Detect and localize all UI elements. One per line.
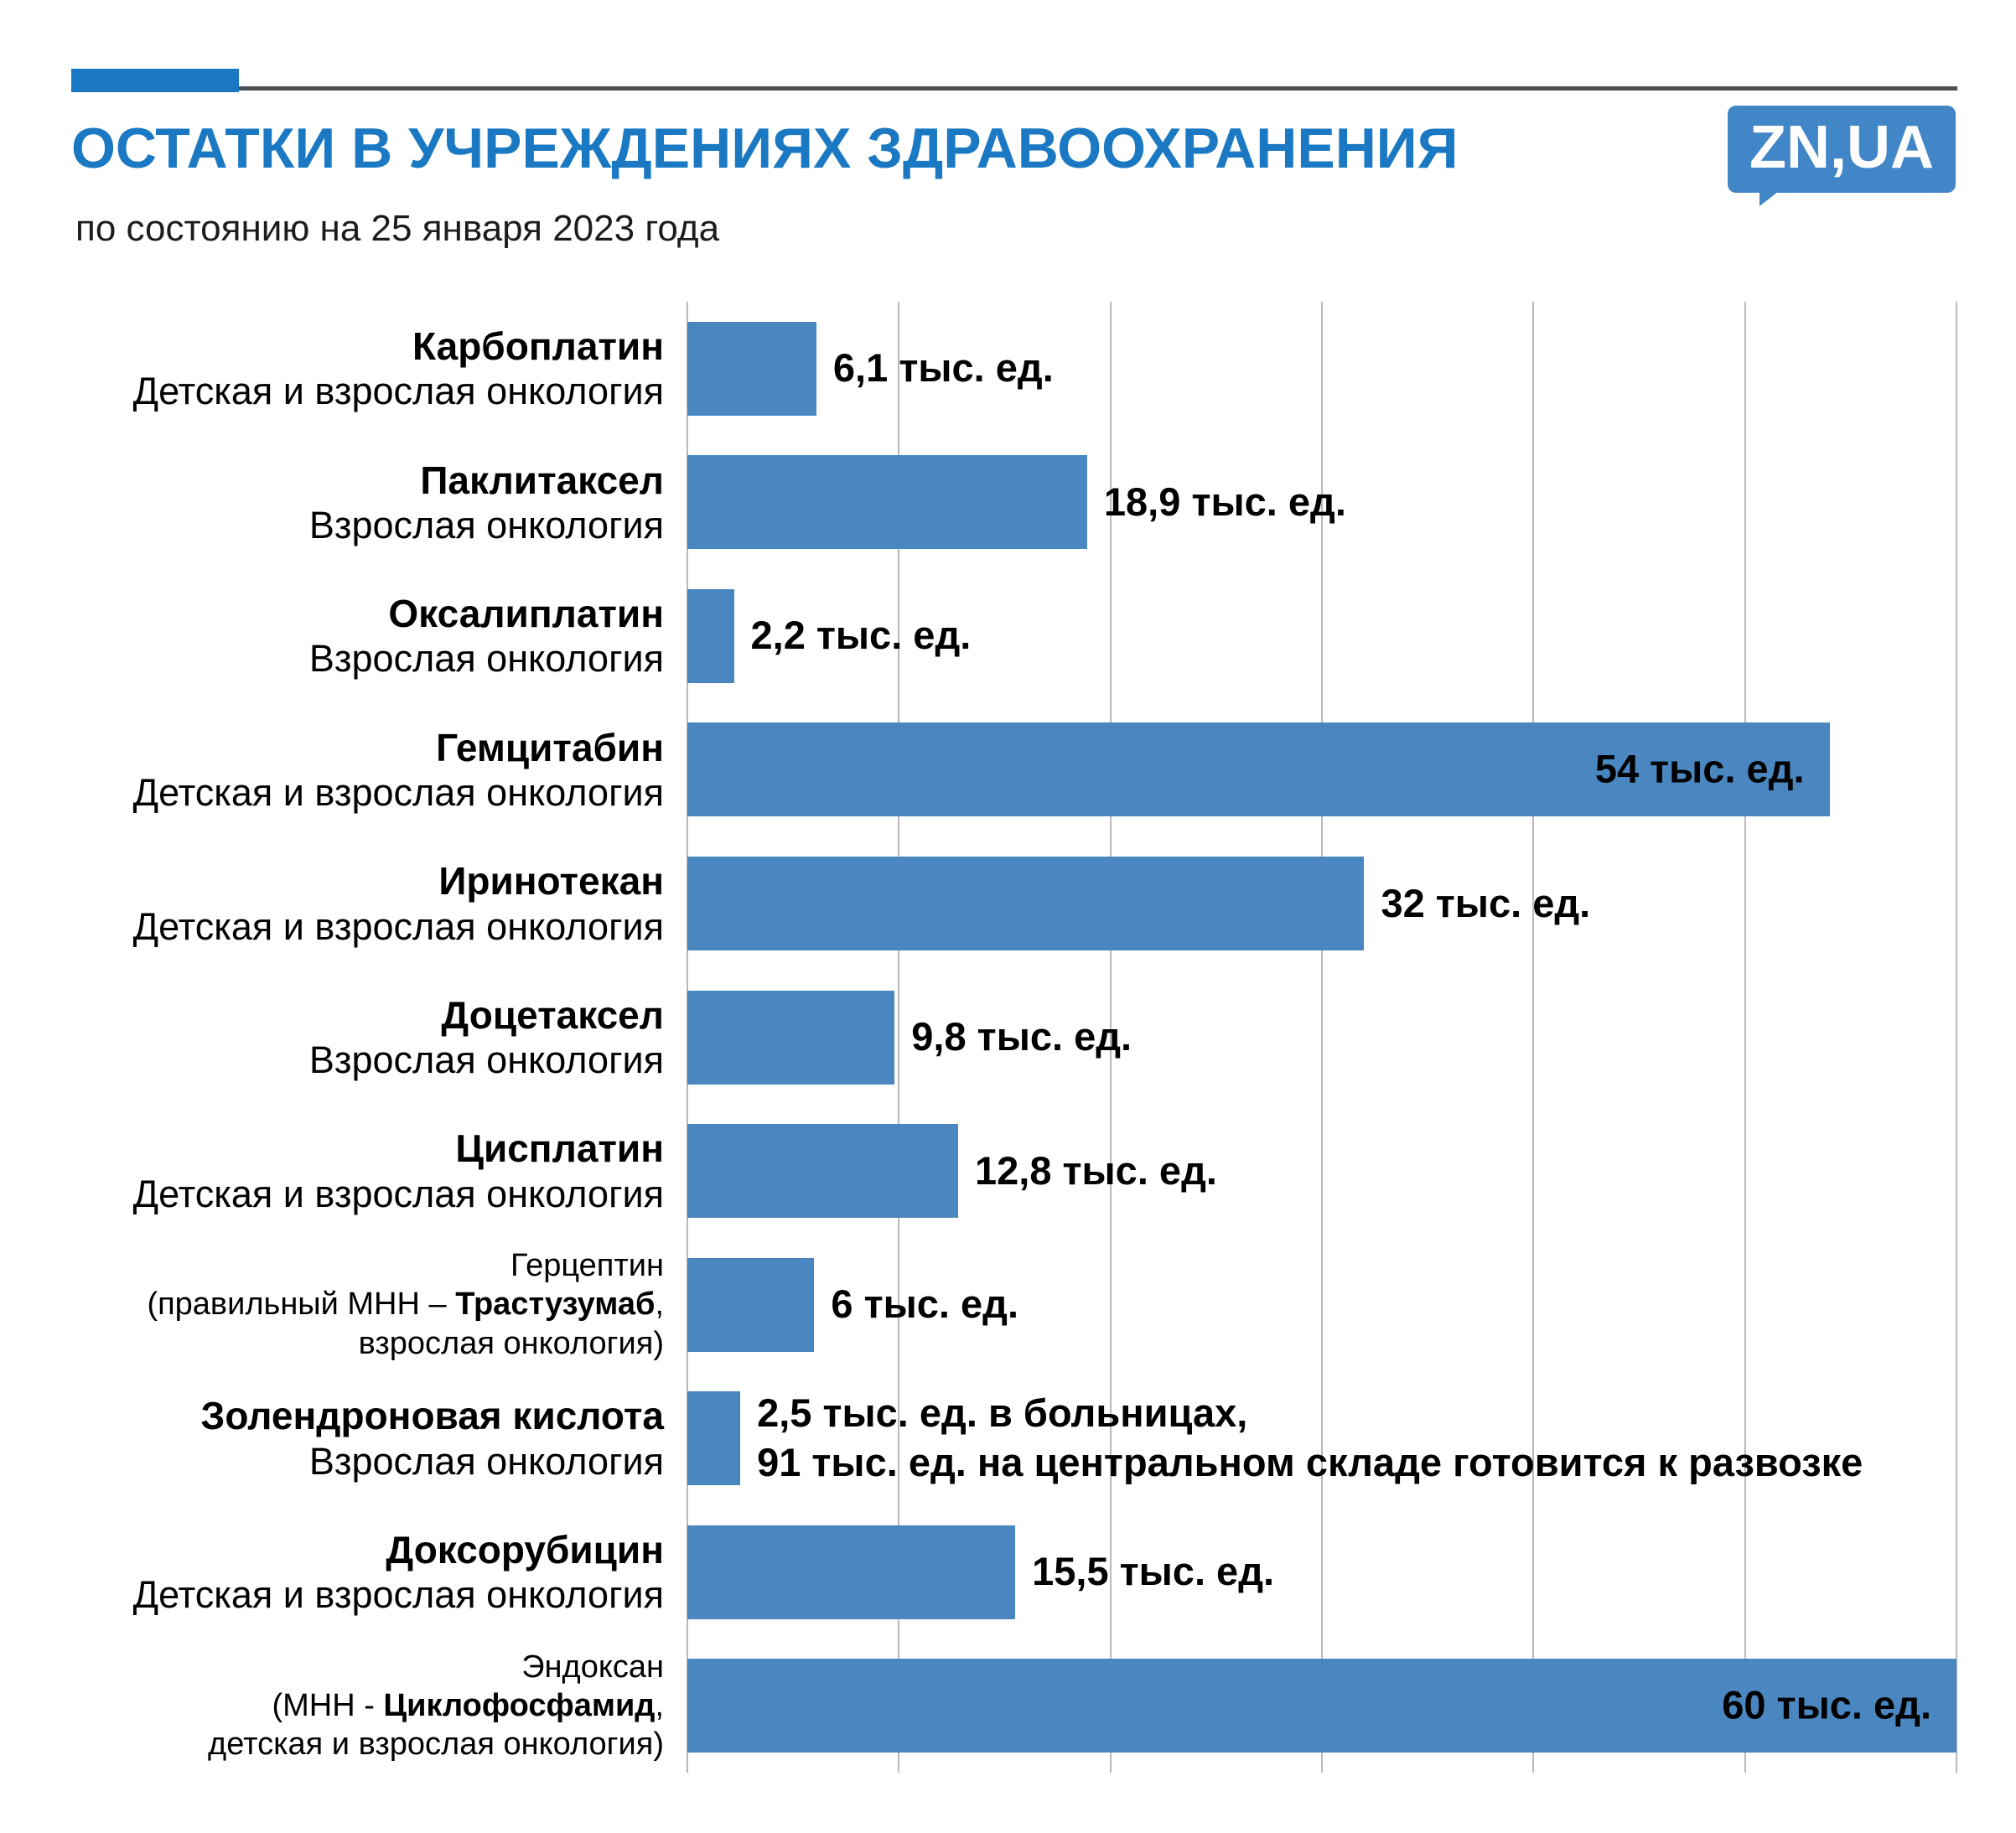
- row-track: 15,5 тыс. ед.: [687, 1505, 1956, 1639]
- chart-rows: Карбоплатин Детская и взрослая онкология …: [71, 302, 1956, 1773]
- row-track: 6 тыс. ед.: [687, 1238, 1956, 1372]
- value-label: 54 тыс. ед.: [1594, 747, 1805, 792]
- chart-row: Герцептин (правильный МНН – Трастузумаб, в…: [71, 1238, 1956, 1372]
- row-label-line: Герцептин: [510, 1248, 664, 1284]
- gridline: [1109, 302, 1112, 1773]
- page-title: ОСТАТКИ В УЧРЕЖДЕНИЯХ ЗДРАВООХРАНЕНИЯ: [71, 117, 1459, 180]
- value-label: 60 тыс. ед.: [1722, 1682, 1931, 1727]
- row-label-line: Паклитаксел: [420, 458, 664, 502]
- chart-row: Паклитаксел Взрослая онкология 18,9 тыс. …: [71, 436, 1956, 570]
- row-label-line: Оксалиплатин: [388, 592, 664, 636]
- top-accent-bar: [71, 69, 239, 92]
- row-label-line: детская и взрослая онкология): [208, 1727, 664, 1763]
- value-label: 18,9 тыс. ед.: [1103, 479, 1346, 524]
- bar: [687, 321, 816, 416]
- chart-row: Золендроновая кислота Взрослая онкология …: [71, 1371, 1956, 1505]
- row-track: 12,8 тыс. ед.: [687, 1104, 1956, 1238]
- brand-logo-text: ZN,UA: [1749, 114, 1934, 181]
- gridline: [1744, 302, 1746, 1773]
- row-label-line: Детская и взрослая онкология: [132, 370, 664, 413]
- row-label: Герцептин (правильный МНН – Трастузумаб, в…: [71, 1246, 687, 1363]
- row-track: 9,8 тыс. ед.: [687, 971, 1956, 1105]
- row-track: 6,1 тыс. ед.: [687, 302, 1956, 436]
- bar: [687, 1124, 958, 1219]
- chart-row: Цисплатин Детская и взрослая онкология 12…: [71, 1104, 1956, 1238]
- bar-chart: Карбоплатин Детская и взрослая онкология …: [71, 302, 1957, 1773]
- gridline: [1321, 302, 1323, 1773]
- row-label-line: Цисплатин: [455, 1126, 664, 1171]
- row-track: 54 тыс. ед.: [687, 703, 1956, 837]
- value-label: 2,2 тыс. ед.: [750, 613, 972, 658]
- row-label: Цисплатин Детская и взрослая онкология: [71, 1126, 687, 1215]
- chart-row: Доксорубицин Детская и взрослая онкология…: [71, 1505, 1956, 1639]
- bar: 60 тыс. ед.: [687, 1659, 1956, 1753]
- bar: [687, 990, 895, 1085]
- value-label: 32 тыс. ед.: [1381, 880, 1591, 925]
- value-label: 2,5 тыс. ед. в больницах, 91 тыс. ед. на …: [757, 1390, 1863, 1485]
- chart-row: Доцетаксел Взрослая онкология 9,8 тыс. ед…: [71, 971, 1956, 1105]
- bar: [687, 588, 734, 683]
- row-label-line: Детская и взрослая онкология: [132, 1172, 664, 1215]
- bar: [687, 1525, 1016, 1619]
- row-label-line: взрослая онкология): [358, 1325, 664, 1361]
- row-label: Эндоксан (МНН - Циклофосфамид, детская и в…: [71, 1648, 687, 1764]
- row-label-line: Детская и взрослая онкология: [132, 771, 664, 814]
- bar: 54 тыс. ед.: [687, 722, 1830, 817]
- value-label: 6,1 тыс. ед.: [832, 345, 1054, 391]
- row-track: 2,5 тыс. ед. в больницах, 91 тыс. ед. на …: [687, 1371, 1956, 1505]
- row-label-line: Взрослая онкология: [308, 1038, 664, 1082]
- row-label: Доцетаксел Взрослая онкология: [71, 992, 687, 1082]
- value-label: 12,8 тыс. ед.: [974, 1147, 1217, 1193]
- row-track: 60 тыс. ед.: [687, 1639, 1956, 1773]
- value-label: 9,8 тыс. ед.: [911, 1014, 1132, 1059]
- row-label-line: Эндоксан: [521, 1649, 664, 1685]
- row-label-line: Карбоплатин: [412, 324, 664, 369]
- row-label-line: Доцетаксел: [441, 992, 664, 1037]
- gridline: [1956, 302, 1957, 1773]
- row-label: Доксорубицин Детская и взрослая онкология: [71, 1527, 687, 1617]
- row-track: 32 тыс. ед.: [687, 836, 1956, 971]
- row-label: Гемцитабин Детская и взрослая онкология: [71, 725, 687, 815]
- brand-logo: ZN,UA: [1728, 106, 1956, 206]
- row-label-line: Детская и взрослая онкология: [132, 1573, 664, 1617]
- row-label-line: Иринотекан: [438, 859, 664, 904]
- row-label: Оксалиплатин Взрослая онкология: [71, 591, 687, 681]
- value-label: 6 тыс. ед.: [831, 1282, 1019, 1327]
- row-label-line: Взрослая онкология: [308, 503, 664, 546]
- chart-row: Оксалиплатин Взрослая онкология 2,2 тыс. …: [71, 569, 1956, 703]
- bar: [687, 1257, 815, 1352]
- row-label: Иринотекан Детская и взрослая онкология: [71, 858, 687, 948]
- chart-row: Эндоксан (МНН - Циклофосфамид, детская и в…: [71, 1639, 1956, 1773]
- row-label: Паклитаксел Взрослая онкология: [71, 458, 687, 547]
- chart-row: Иринотекан Детская и взрослая онкология 3…: [71, 836, 1956, 971]
- row-track: 2,2 тыс. ед.: [687, 569, 1956, 703]
- row-track: 18,9 тыс. ед.: [687, 436, 1956, 570]
- row-label-line: Гемцитабин: [436, 725, 664, 769]
- row-label-line: Взрослая онкология: [308, 637, 664, 681]
- row-label-line: Золендроновая кислота: [200, 1394, 664, 1438]
- top-rule: [71, 86, 1957, 91]
- chart-row: Карбоплатин Детская и взрослая онкология …: [71, 302, 1956, 436]
- gridline: [898, 302, 900, 1773]
- row-label: Карбоплатин Детская и взрослая онкология: [71, 324, 687, 413]
- value-label: 15,5 тыс. ед.: [1032, 1549, 1275, 1594]
- row-label: Золендроновая кислота Взрослая онкология: [71, 1393, 687, 1483]
- row-label-line: Доксорубицин: [386, 1528, 664, 1572]
- row-label-line: Взрослая онкология: [308, 1439, 664, 1483]
- row-label-line: Детская и взрослая онкология: [132, 904, 664, 948]
- gridline: [1532, 302, 1535, 1773]
- page-subtitle: по состоянию на 25 января 2023 года: [75, 208, 720, 249]
- bar: [687, 1391, 741, 1486]
- bar: [687, 856, 1365, 950]
- row-label-line: (правильный МНН – Трастузумаб,: [147, 1287, 664, 1323]
- row-label-line: (МНН - Циклофосфамид,: [272, 1688, 664, 1724]
- bar: [687, 455, 1087, 550]
- chart-row: Гемцитабин Детская и взрослая онкология 5…: [71, 703, 1956, 837]
